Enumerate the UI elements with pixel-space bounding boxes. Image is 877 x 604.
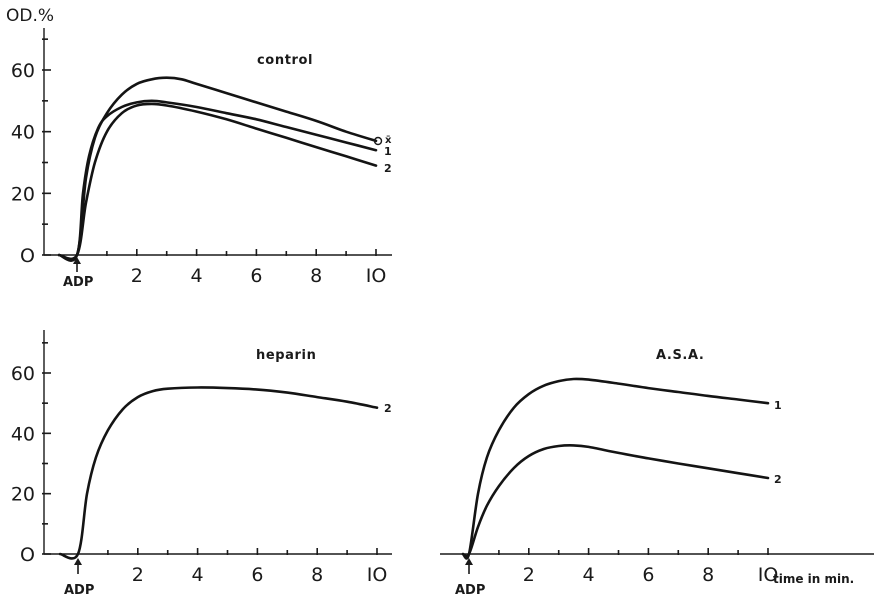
x-tick-label-heparin-8: 8 <box>311 564 323 586</box>
adp-arrowhead-asa <box>465 558 473 565</box>
x-axis-label: time in min. <box>773 572 854 586</box>
y-tick-label-heparin-20: 20 <box>11 484 35 506</box>
series-label-1-asa: 1 <box>774 399 782 412</box>
x-tick-label-control-10: IO <box>366 265 387 287</box>
series-line-control-1 <box>57 76 378 262</box>
series-label-mean-marker <box>373 136 383 146</box>
x-tick-label-heparin-4: 4 <box>192 564 204 586</box>
x-tick-label-asa-10: IO <box>758 564 779 586</box>
chart-title-control: control <box>257 53 313 68</box>
series-label-2-asa: 2 <box>774 473 782 486</box>
y-axis-label: OD.% <box>6 6 54 26</box>
y-tick-label-heparin-0: O <box>20 544 35 566</box>
x-tick-label-asa-4: 4 <box>583 564 595 586</box>
adp-arrowhead-heparin <box>74 558 82 565</box>
x-tick-label-control-8: 8 <box>310 265 322 287</box>
series-label-2-heparin: 2 <box>384 402 392 415</box>
chart-title-asa: A.S.A. <box>656 348 704 363</box>
chart-title-heparin: heparin <box>256 348 316 363</box>
y-tick-label-control-40: 40 <box>11 122 35 144</box>
x-tick-label-heparin-2: 2 <box>132 564 144 586</box>
chart-panel-heparin: O 20 40 60 2 4 6 8 IO heparin 2 ADP <box>11 330 392 598</box>
y-tick-label-control-60: 60 <box>11 60 35 82</box>
series-line-asa-1 <box>461 377 770 560</box>
x-tick-label-heparin-10: IO <box>367 564 388 586</box>
adp-label-asa: ADP <box>455 583 485 598</box>
chart-panel-control: O 20 40 60 2 4 6 8 IO control x̄ 1 2 ADP <box>11 28 392 290</box>
y-tick-label-control-20: 20 <box>11 183 35 205</box>
series-label-mean: x̄ <box>385 135 392 146</box>
x-tick-label-control-6: 6 <box>250 265 262 287</box>
adp-arrowhead-control <box>73 257 81 264</box>
adp-label-heparin: ADP <box>64 583 94 598</box>
x-tick-label-asa-8: 8 <box>702 564 714 586</box>
x-tick-label-control-2: 2 <box>131 265 143 287</box>
series-line-control-2 <box>57 99 378 261</box>
series-label-2: 2 <box>384 162 392 175</box>
series-line-heparin-1 <box>58 386 379 560</box>
x-tick-label-control-4: 4 <box>191 265 203 287</box>
adp-label-control: ADP <box>63 275 93 290</box>
x-tick-label-asa-6: 6 <box>642 564 654 586</box>
y-tick-label-heparin-40: 40 <box>11 423 35 445</box>
series-label-1: 1 <box>384 145 392 158</box>
y-tick-label-heparin-60: 60 <box>11 363 35 385</box>
series-line-asa-2 <box>461 444 770 558</box>
x-tick-label-asa-2: 2 <box>523 564 535 586</box>
series-line-control-3 <box>57 102 378 261</box>
chart-panel-asa: 2 4 6 8 IO A.S.A. 1 2 ADP time in min. <box>440 348 874 598</box>
x-tick-label-heparin-6: 6 <box>251 564 263 586</box>
y-tick-label-control-0: O <box>20 245 35 267</box>
